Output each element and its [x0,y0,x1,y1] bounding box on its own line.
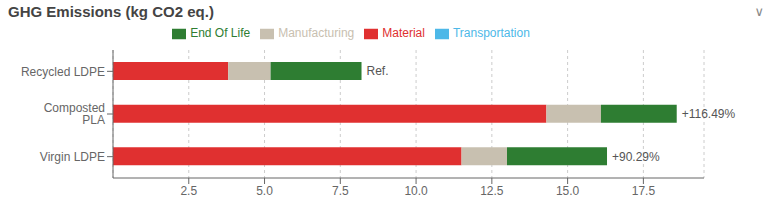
svg-text:CompostedPLA: CompostedPLA [44,101,105,127]
svg-text:Virgin LDPE: Virgin LDPE [40,150,105,164]
svg-text:5.0: 5.0 [256,184,273,198]
svg-text:2.5: 2.5 [180,184,197,198]
svg-text:17.5: 17.5 [632,184,656,198]
svg-text:+116.49%: +116.49% [682,107,736,121]
html-text:Manufacturing: Manufacturing [278,26,355,40]
html-text:GHG Emissions (kg CO2 eq.): GHG Emissions (kg CO2 eq.) [8,3,214,20]
html-text:Transportation: Transportation [452,26,530,40]
svg-text:12.5: 12.5 [480,184,504,198]
html-text:Material: Material [382,26,425,40]
svg-text:+90.29%: +90.29% [612,150,660,164]
svg-text:15.0: 15.0 [556,184,580,198]
html-text:End Of Life: End Of Life [190,26,251,40]
svg-text:10.0: 10.0 [404,184,428,198]
svg-text:Ref.: Ref. [367,64,389,78]
svg-text:7.5: 7.5 [332,184,349,198]
svg-text:Recycled LDPE: Recycled LDPE [21,65,105,79]
